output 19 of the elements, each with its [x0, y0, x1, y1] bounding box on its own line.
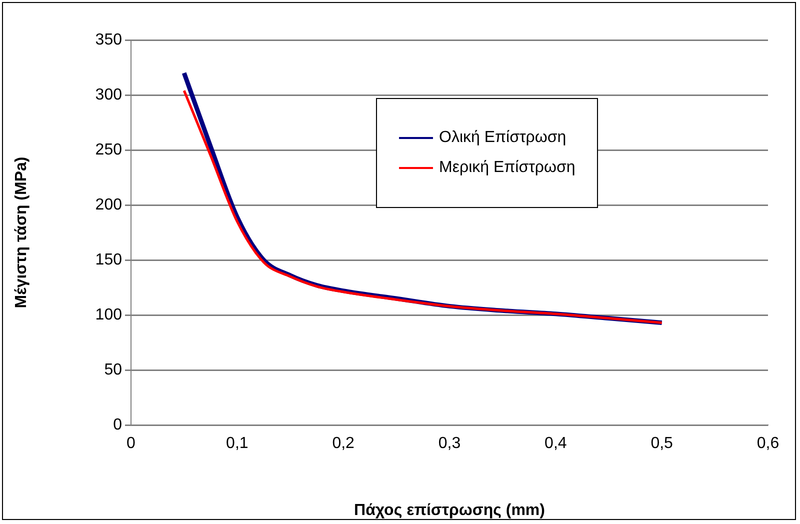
y-tick-label: 200	[95, 196, 122, 214]
y-tick-label: 150	[95, 251, 122, 268]
x-tick-label: 0,1	[226, 435, 248, 452]
legend-label: Μερική Επίστρωση	[439, 159, 576, 177]
y-axis-title: Μέγιστη τάση (MPa)	[13, 156, 30, 308]
x-tick-label: 0,3	[438, 435, 461, 452]
y-tick-label: 300	[95, 86, 122, 104]
legend-label: Ολική Επίστρωση	[439, 129, 566, 147]
y-tick-label: 50	[104, 361, 122, 378]
y-tick-label: 250	[95, 141, 122, 158]
y-tick-label: 0	[113, 416, 122, 434]
x-tick-label: 0	[126, 435, 136, 452]
x-axis-title: Πάχος επίστρωσης (mm)	[354, 502, 545, 519]
y-tick-label: 350	[95, 31, 122, 48]
x-tick-label: 0,6	[756, 435, 780, 452]
x-tick-label: 0,2	[332, 435, 355, 452]
y-tick-label: 100	[95, 306, 122, 324]
x-tick-label: 0,5	[650, 435, 674, 452]
x-tick-label: 0,4	[544, 435, 567, 452]
